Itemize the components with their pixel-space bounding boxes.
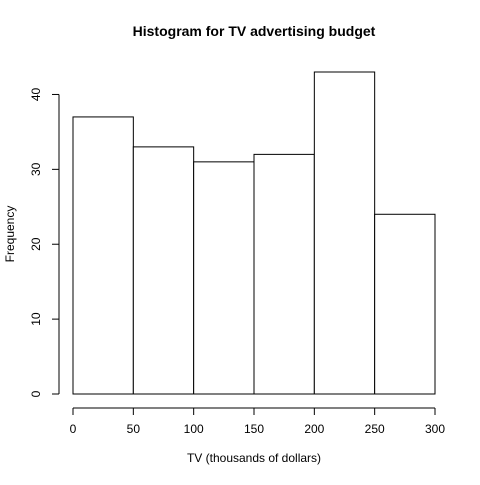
chart-title: Histogram for TV advertising budget <box>133 23 376 39</box>
x-tick-label-0: 0 <box>70 422 77 436</box>
y-tick-label-3: 30 <box>29 162 43 176</box>
histogram-bar-0 <box>72 116 134 395</box>
histogram-bar-2 <box>193 161 255 395</box>
x-tick-label-1: 50 <box>127 422 141 436</box>
x-tick-label-2: 100 <box>184 422 204 436</box>
x-axis-title: TV (thousands of dollars) <box>187 451 321 465</box>
x-tick-label-5: 250 <box>365 422 385 436</box>
x-axis: 0 50 100 150 200 250 300 <box>70 407 445 436</box>
y-tick-label-4: 40 <box>29 87 43 101</box>
y-tick-label-2: 20 <box>29 237 43 251</box>
histogram-bar-4 <box>313 71 376 395</box>
x-tick-label-3: 150 <box>244 422 264 436</box>
bars-group <box>72 71 436 395</box>
y-tick-label-0: 0 <box>29 390 43 397</box>
x-tick-label-6: 300 <box>425 422 445 436</box>
y-tick-label-1: 10 <box>29 312 43 326</box>
histogram-bar-3 <box>253 153 315 395</box>
y-axis-title: Frequency <box>3 206 17 263</box>
y-axis: 0 10 20 30 40 <box>29 87 60 397</box>
histogram-bar-5 <box>374 213 436 395</box>
x-tick-label-4: 200 <box>304 422 324 436</box>
histogram-bar-1 <box>132 146 195 395</box>
